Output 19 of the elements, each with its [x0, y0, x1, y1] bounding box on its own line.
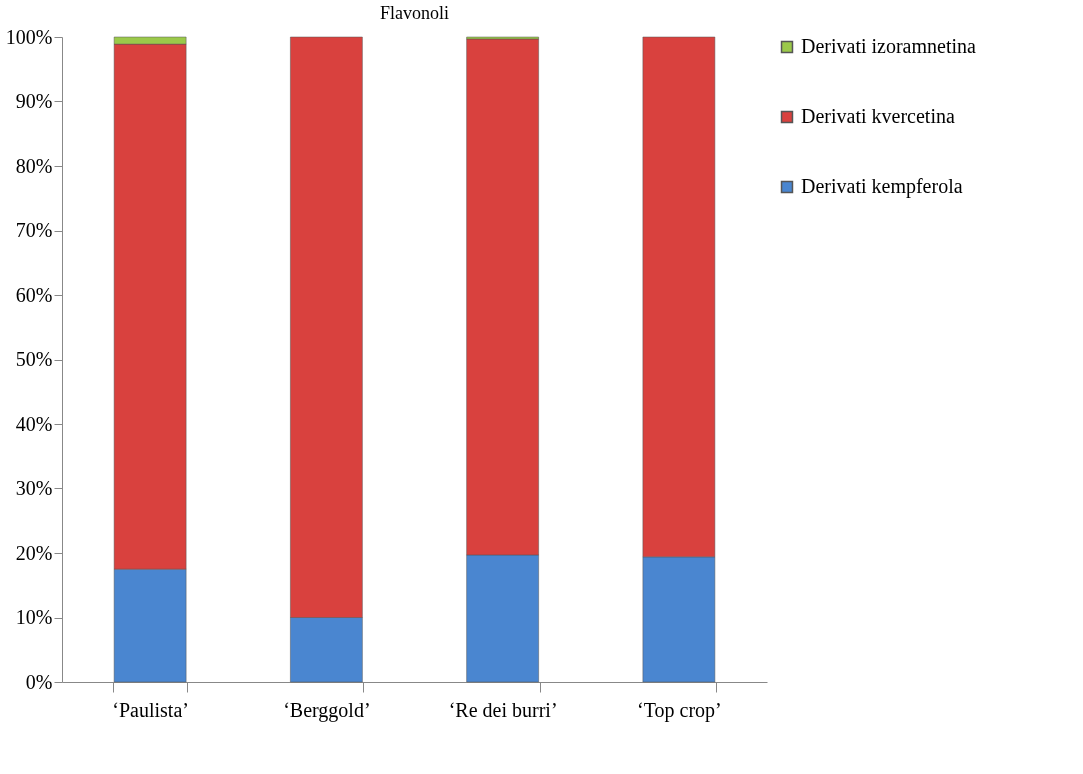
y-tick-label: 100% [5, 25, 53, 48]
y-tick-label: 10% [15, 606, 53, 628]
y-tick-label: 70% [15, 219, 53, 241]
x-tick-label: ‘Berggold’ [283, 698, 371, 722]
y-tick-label: 90% [15, 90, 53, 112]
x-tick-label: ‘Paulista’ [112, 698, 189, 721]
chart-title: Flavonoli [379, 3, 450, 23]
x-tick-label: ‘Top crop’ [637, 698, 722, 722]
y-tick-label: 80% [15, 154, 53, 177]
x-tick-label: ‘Re dei burri’ [448, 698, 558, 721]
legend-label: Derivati kempferola [801, 175, 963, 198]
y-tick-label: 30% [15, 477, 53, 499]
y-tick-label: 50% [15, 348, 53, 370]
y-tick-label: 20% [15, 541, 53, 564]
legend-label: Derivati kvercetina [801, 105, 955, 127]
y-tick-label: 60% [15, 283, 53, 306]
legend-label: Derivati izoramnetina [801, 35, 977, 57]
y-tick-label: 0% [25, 670, 53, 693]
y-tick-label: 40% [15, 412, 53, 435]
